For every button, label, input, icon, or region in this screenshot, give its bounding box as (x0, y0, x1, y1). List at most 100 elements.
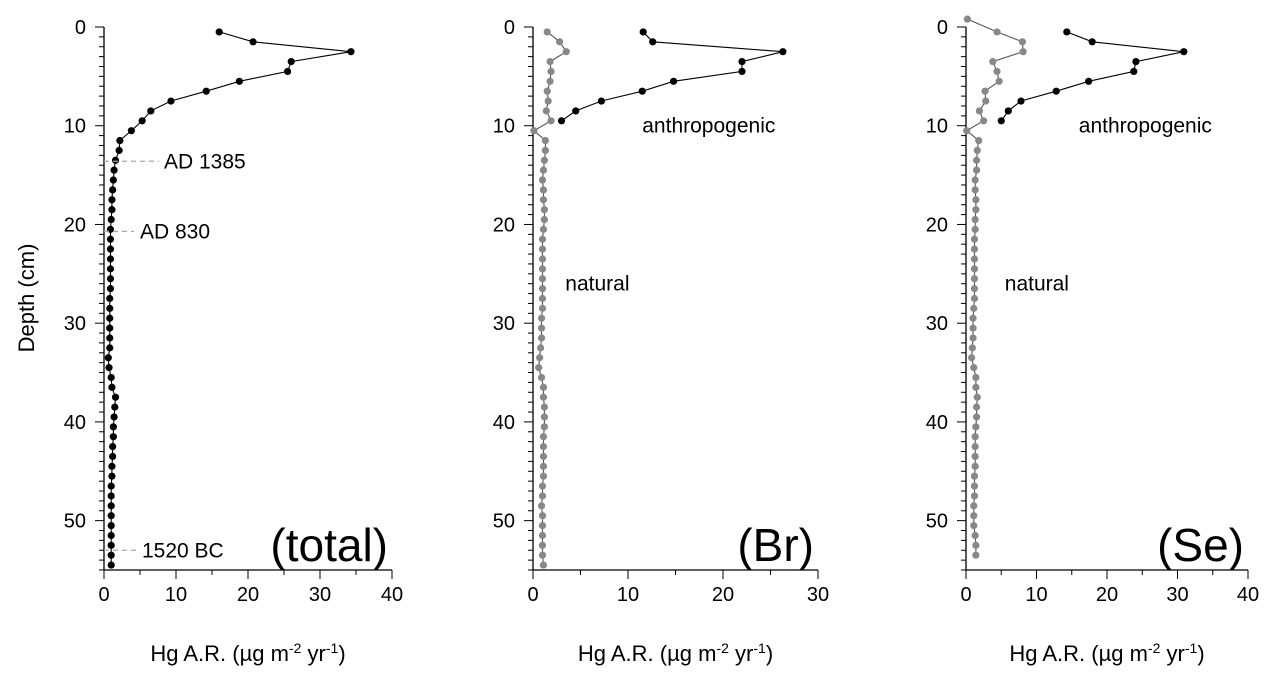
data-point (109, 442, 117, 451)
y-tick-label: 30 (493, 313, 515, 335)
y-axis-title: Depth (cm) (14, 244, 39, 353)
x-tick-label: 10 (1025, 584, 1047, 606)
data-point (970, 294, 979, 303)
data-point (539, 393, 548, 401)
series-line (561, 31, 784, 122)
data-point (109, 176, 117, 184)
data-point (535, 364, 543, 372)
data-point (970, 285, 979, 293)
data-point (971, 452, 979, 461)
data-point (1180, 48, 1188, 56)
data-point (111, 393, 120, 401)
data-point (543, 28, 551, 36)
data-point (107, 541, 115, 549)
data-point (538, 245, 547, 253)
data-point (537, 502, 546, 510)
data-point (975, 136, 983, 145)
data-point (971, 176, 979, 184)
data-point (249, 38, 257, 46)
data-point (538, 531, 547, 540)
data-point (546, 57, 554, 66)
data-point (779, 48, 787, 56)
data-point (981, 87, 989, 95)
data-point (970, 235, 979, 243)
data-point (537, 314, 546, 322)
data-point (971, 215, 979, 224)
data-point (971, 433, 979, 441)
data-point (107, 502, 115, 510)
data-point (1063, 28, 1071, 36)
y-tick-label: 10 (64, 116, 86, 138)
panel-label: (Se) (1157, 519, 1244, 571)
series-line (533, 31, 568, 566)
data-point (106, 344, 114, 352)
data-point (972, 166, 981, 174)
data-point (539, 433, 548, 441)
data-point (110, 166, 118, 174)
y-tick-label: 50 (926, 511, 948, 533)
data-point (997, 117, 1005, 125)
data-point (970, 521, 978, 530)
data-point (738, 57, 746, 66)
annotation-label: anthropogenic (1079, 115, 1212, 138)
data-point (287, 57, 295, 66)
y-tick-label: 0 (504, 17, 515, 39)
x-tick-label: 30 (807, 584, 829, 606)
y-tick-label: 30 (64, 313, 86, 335)
data-point (107, 215, 115, 224)
data-point (572, 107, 580, 115)
data-point (106, 304, 114, 312)
data-point (538, 304, 547, 312)
data-point (547, 117, 555, 125)
x-tick-label: 30 (1166, 584, 1188, 606)
y-tick-label: 40 (493, 412, 515, 434)
data-point (108, 462, 116, 470)
data-point (971, 225, 979, 233)
data-point (639, 28, 647, 36)
data-point (106, 255, 115, 263)
x-axis-title: Hg A.R. (µg m-2 yr-1) (150, 640, 345, 666)
data-point (538, 255, 547, 263)
data-point (970, 472, 979, 480)
data-point (106, 285, 115, 293)
data-point (539, 462, 548, 470)
data-point (167, 97, 175, 105)
data-point (284, 67, 292, 76)
data-point (973, 393, 981, 401)
data-point (1088, 38, 1096, 46)
x-tick-label: 40 (1237, 584, 1259, 606)
data-point (107, 512, 115, 520)
data-point (108, 206, 116, 214)
data-point (538, 512, 547, 520)
data-point (109, 423, 117, 431)
data-point (536, 354, 544, 362)
data-point (104, 354, 112, 362)
data-point (989, 57, 997, 66)
data-point (544, 97, 552, 105)
data-point (539, 561, 548, 569)
data-point (972, 551, 980, 559)
y-tick-label: 50 (64, 511, 86, 533)
data-point (541, 146, 549, 155)
data-point (972, 413, 981, 421)
data-point (972, 373, 980, 382)
x-axis-title: Hg A.R. (µg m-2 yr-1) (1009, 640, 1204, 666)
data-point (562, 48, 570, 56)
data-point (108, 472, 116, 480)
data-point (539, 452, 548, 461)
date-label: 1520 BC (142, 539, 224, 562)
data-point (1132, 57, 1140, 66)
x-tick-label: 0 (98, 584, 109, 606)
data-point (970, 304, 978, 312)
data-point (107, 521, 115, 530)
data-point (540, 413, 549, 421)
data-point (107, 482, 115, 490)
data-point (543, 87, 551, 95)
data-point (106, 275, 115, 283)
data-point (538, 492, 547, 500)
data-point (116, 136, 124, 145)
y-tick-label: 20 (64, 214, 86, 236)
data-point (975, 107, 983, 115)
data-point (973, 146, 981, 155)
data-point (972, 403, 981, 411)
